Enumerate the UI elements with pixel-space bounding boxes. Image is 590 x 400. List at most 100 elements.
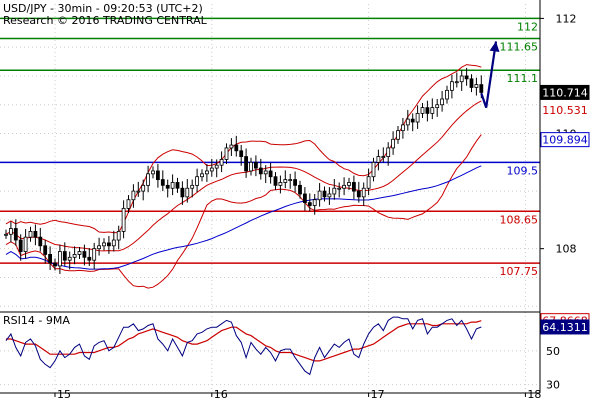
candle xyxy=(121,200,126,239)
candle xyxy=(8,221,13,243)
candle xyxy=(351,175,356,200)
candle-body xyxy=(165,184,170,189)
candle-body xyxy=(454,81,459,84)
last-price-tag-text: 110.714 xyxy=(542,86,588,99)
candle xyxy=(175,177,180,193)
candle xyxy=(160,170,165,192)
candle-body xyxy=(347,182,351,186)
candle xyxy=(224,143,229,165)
candle xyxy=(229,138,234,156)
candle-body xyxy=(141,184,146,192)
candle xyxy=(82,244,87,266)
candle xyxy=(151,166,155,179)
candle-body xyxy=(72,254,77,258)
candle-body xyxy=(224,147,229,160)
candle xyxy=(126,195,131,213)
candle xyxy=(396,126,400,144)
candle-body xyxy=(111,239,116,247)
candle-body xyxy=(239,150,244,157)
forecast-arrow xyxy=(480,41,498,108)
ma-value-tag-box xyxy=(540,132,590,148)
candle-body xyxy=(351,182,356,192)
candle xyxy=(332,179,337,200)
candle xyxy=(410,113,415,132)
price-tick-label: 108 xyxy=(556,243,577,256)
moving-average xyxy=(5,165,482,270)
chart-subtitle: Research © 2016 TRADING CENTRAL xyxy=(3,14,208,27)
candle-body xyxy=(43,245,48,255)
candle xyxy=(53,258,57,271)
candle-body xyxy=(263,170,268,175)
candle xyxy=(116,225,121,250)
candle-body xyxy=(131,190,136,201)
candle-body xyxy=(459,75,464,83)
candle xyxy=(107,236,111,254)
candle-body xyxy=(82,251,87,258)
candle xyxy=(327,187,332,205)
rsi-panel: RSI14 - 9MA305067.866864.1311 xyxy=(0,313,590,392)
candle-body xyxy=(386,147,391,157)
candle xyxy=(102,238,106,251)
candle xyxy=(263,165,268,184)
candle-body xyxy=(337,187,342,190)
candle xyxy=(376,149,381,171)
candle-body xyxy=(92,248,97,261)
candle-body xyxy=(219,159,224,166)
rsi-title: RSI14 - 9MA xyxy=(3,314,70,327)
candle xyxy=(469,74,474,93)
candles xyxy=(4,67,484,275)
candle-body xyxy=(209,167,214,172)
candle-body xyxy=(479,84,484,93)
candle-body xyxy=(445,89,449,100)
candle-body xyxy=(170,182,175,189)
candle-body xyxy=(405,118,410,126)
candle xyxy=(195,168,200,193)
candle-body xyxy=(62,251,67,261)
candle-body xyxy=(464,75,469,80)
candle xyxy=(342,177,347,196)
candle-body xyxy=(77,251,82,255)
candle xyxy=(111,230,116,252)
level-label: 108.65 xyxy=(500,213,539,226)
candle xyxy=(43,240,48,264)
candle-body xyxy=(204,170,209,175)
candle-body xyxy=(278,182,283,186)
time-tick-label: 16 xyxy=(214,388,228,400)
price-tick-label: 112 xyxy=(556,12,577,25)
rsi-ma-line xyxy=(6,320,482,362)
candle xyxy=(244,148,249,178)
candle-body xyxy=(253,161,258,169)
candle-body xyxy=(195,176,200,186)
candle xyxy=(185,179,190,203)
candle-body xyxy=(381,156,386,158)
candle xyxy=(165,179,170,198)
candle xyxy=(13,219,18,246)
candle-body xyxy=(18,239,23,252)
candle xyxy=(48,246,52,270)
candle-body xyxy=(4,233,8,236)
candle-body xyxy=(121,207,126,232)
candle xyxy=(420,103,425,118)
candle-body xyxy=(160,179,165,186)
candle-body xyxy=(214,164,219,169)
rsi-line xyxy=(5,316,482,376)
candle-body xyxy=(435,104,440,109)
candle xyxy=(381,147,386,163)
candle xyxy=(136,181,141,197)
candle xyxy=(155,164,160,188)
candle xyxy=(298,180,302,199)
candle-body xyxy=(400,124,405,132)
candle xyxy=(170,174,175,196)
candle-body xyxy=(391,138,396,149)
candle-body xyxy=(449,81,454,91)
candle-body xyxy=(107,242,111,247)
candle xyxy=(440,90,445,112)
level-label: 112 xyxy=(517,20,538,33)
candle-body xyxy=(8,228,13,235)
candle xyxy=(200,169,204,182)
candle-body xyxy=(58,251,62,267)
forecast-arrow-head xyxy=(489,41,500,53)
candle xyxy=(209,158,214,177)
